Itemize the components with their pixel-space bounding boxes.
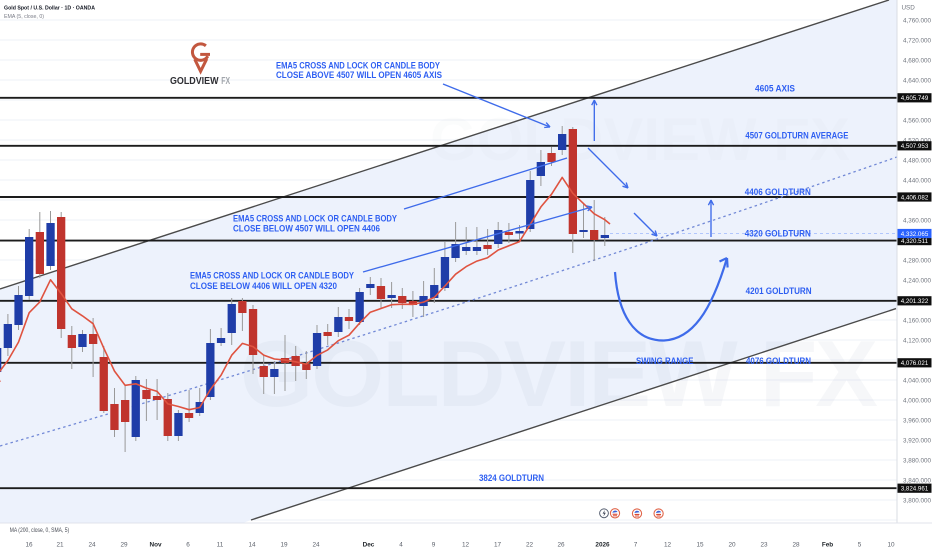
svg-text:4,480.000: 4,480.000 bbox=[903, 157, 932, 164]
svg-text:24: 24 bbox=[88, 542, 96, 549]
svg-text:4,680.000: 4,680.000 bbox=[903, 57, 932, 64]
svg-text:CLOSE ABOVE 4507 WILL OPEN 460: CLOSE ABOVE 4507 WILL OPEN 4605 AXIS bbox=[276, 70, 442, 80]
svg-text:4,320.511: 4,320.511 bbox=[901, 238, 929, 245]
svg-text:10: 10 bbox=[887, 542, 895, 549]
svg-text:4406 GOLDTURN: 4406 GOLDTURN bbox=[745, 187, 811, 197]
svg-text:GOLDVIEW FX: GOLDVIEW FX bbox=[240, 321, 877, 426]
svg-text:5: 5 bbox=[858, 542, 862, 549]
svg-text:4,520.000: 4,520.000 bbox=[903, 137, 932, 144]
svg-text:MA (200, close, 0, SMA, 5): MA (200, close, 0, SMA, 5) bbox=[10, 527, 69, 534]
svg-text:Feb: Feb bbox=[822, 542, 833, 549]
svg-text:3,824.961: 3,824.961 bbox=[901, 486, 929, 493]
svg-text:4,760.000: 4,760.000 bbox=[903, 17, 932, 24]
svg-text:4,201.322: 4,201.322 bbox=[901, 298, 929, 305]
svg-text:4: 4 bbox=[399, 542, 403, 549]
svg-text:2026: 2026 bbox=[595, 542, 610, 549]
svg-text:EMA5 CROSS AND LOCK OR CANDLE: EMA5 CROSS AND LOCK OR CANDLE BODY bbox=[276, 61, 441, 71]
svg-text:9: 9 bbox=[432, 542, 436, 549]
svg-text:4,040.000: 4,040.000 bbox=[903, 377, 932, 384]
svg-text:FX: FX bbox=[221, 76, 230, 87]
svg-text:3824 GOLDTURN: 3824 GOLDTURN bbox=[479, 473, 544, 483]
svg-text:USD: USD bbox=[902, 5, 916, 12]
svg-text:3,840.000: 3,840.000 bbox=[903, 477, 932, 484]
svg-text:Dec: Dec bbox=[363, 542, 375, 549]
svg-text:4,440.000: 4,440.000 bbox=[903, 177, 932, 184]
svg-text:12: 12 bbox=[462, 542, 470, 549]
svg-text:CLOSE BELOW 4507 WILL OPEN 440: CLOSE BELOW 4507 WILL OPEN 4406 bbox=[233, 224, 380, 234]
svg-text:21: 21 bbox=[56, 542, 64, 549]
svg-text:24: 24 bbox=[312, 542, 320, 549]
svg-text:11: 11 bbox=[217, 542, 224, 549]
svg-text:19: 19 bbox=[280, 542, 288, 549]
svg-text:22: 22 bbox=[526, 542, 534, 549]
svg-text:15: 15 bbox=[696, 542, 704, 549]
svg-text:7: 7 bbox=[634, 542, 638, 549]
svg-text:GOLDVIEW: GOLDVIEW bbox=[170, 76, 219, 87]
svg-text:4,507.953: 4,507.953 bbox=[901, 143, 929, 150]
svg-text:4,120.000: 4,120.000 bbox=[903, 337, 932, 344]
svg-text:17: 17 bbox=[494, 542, 502, 549]
svg-text:12: 12 bbox=[664, 542, 672, 549]
svg-text:4,720.000: 4,720.000 bbox=[903, 37, 932, 44]
svg-text:26: 26 bbox=[557, 542, 565, 549]
svg-text:EMA5 CROSS AND LOCK OR CANDLE: EMA5 CROSS AND LOCK OR CANDLE BODY bbox=[190, 271, 355, 281]
svg-text:4,560.000: 4,560.000 bbox=[903, 117, 932, 124]
svg-text:4,332.065: 4,332.065 bbox=[901, 231, 929, 238]
svg-text:4076 GOLDTURN: 4076 GOLDTURN bbox=[746, 356, 811, 366]
svg-text:3,880.000: 3,880.000 bbox=[903, 457, 932, 464]
svg-text:23: 23 bbox=[760, 542, 768, 549]
svg-text:4,360.000: 4,360.000 bbox=[903, 217, 932, 224]
svg-text:16: 16 bbox=[25, 542, 33, 549]
svg-text:4320 GOLDTURN: 4320 GOLDTURN bbox=[745, 229, 811, 239]
svg-text:Gold Spot / U.S. Dollar · 1D ·: Gold Spot / U.S. Dollar · 1D · OANDA bbox=[4, 6, 95, 12]
svg-text:14: 14 bbox=[248, 542, 256, 549]
svg-text:4,076.021: 4,076.021 bbox=[901, 360, 929, 367]
svg-text:3,960.000: 3,960.000 bbox=[903, 417, 932, 424]
svg-text:EMA5 CROSS AND LOCK OR CANDLE: EMA5 CROSS AND LOCK OR CANDLE BODY bbox=[233, 214, 398, 224]
svg-text:4,280.000: 4,280.000 bbox=[903, 257, 932, 264]
svg-text:EMA (5, close, 0): EMA (5, close, 0) bbox=[4, 14, 44, 20]
svg-text:28: 28 bbox=[792, 542, 800, 549]
svg-text:4,605.749: 4,605.749 bbox=[901, 95, 929, 102]
svg-text:20: 20 bbox=[728, 542, 736, 549]
svg-text:SWING RANGE: SWING RANGE bbox=[636, 356, 694, 366]
svg-text:4,640.000: 4,640.000 bbox=[903, 77, 932, 84]
svg-text:4,406.082: 4,406.082 bbox=[901, 194, 929, 201]
svg-text:3,920.000: 3,920.000 bbox=[903, 437, 932, 444]
svg-text:29: 29 bbox=[120, 542, 128, 549]
svg-text:4,000.000: 4,000.000 bbox=[903, 397, 932, 404]
svg-text:CLOSE BELOW 4406 WILL OPEN 432: CLOSE BELOW 4406 WILL OPEN 4320 bbox=[190, 281, 337, 291]
svg-text:4,160.000: 4,160.000 bbox=[903, 317, 932, 324]
svg-text:4,240.000: 4,240.000 bbox=[903, 277, 932, 284]
svg-text:4605 AXIS: 4605 AXIS bbox=[755, 84, 795, 94]
svg-text:4201 GOLDTURN: 4201 GOLDTURN bbox=[746, 286, 812, 296]
svg-text:Nov: Nov bbox=[149, 542, 162, 549]
svg-text:4507 GOLDTURN AVERAGE: 4507 GOLDTURN AVERAGE bbox=[745, 131, 848, 141]
svg-text:6: 6 bbox=[186, 542, 190, 549]
svg-text:3,800.000: 3,800.000 bbox=[903, 497, 932, 504]
